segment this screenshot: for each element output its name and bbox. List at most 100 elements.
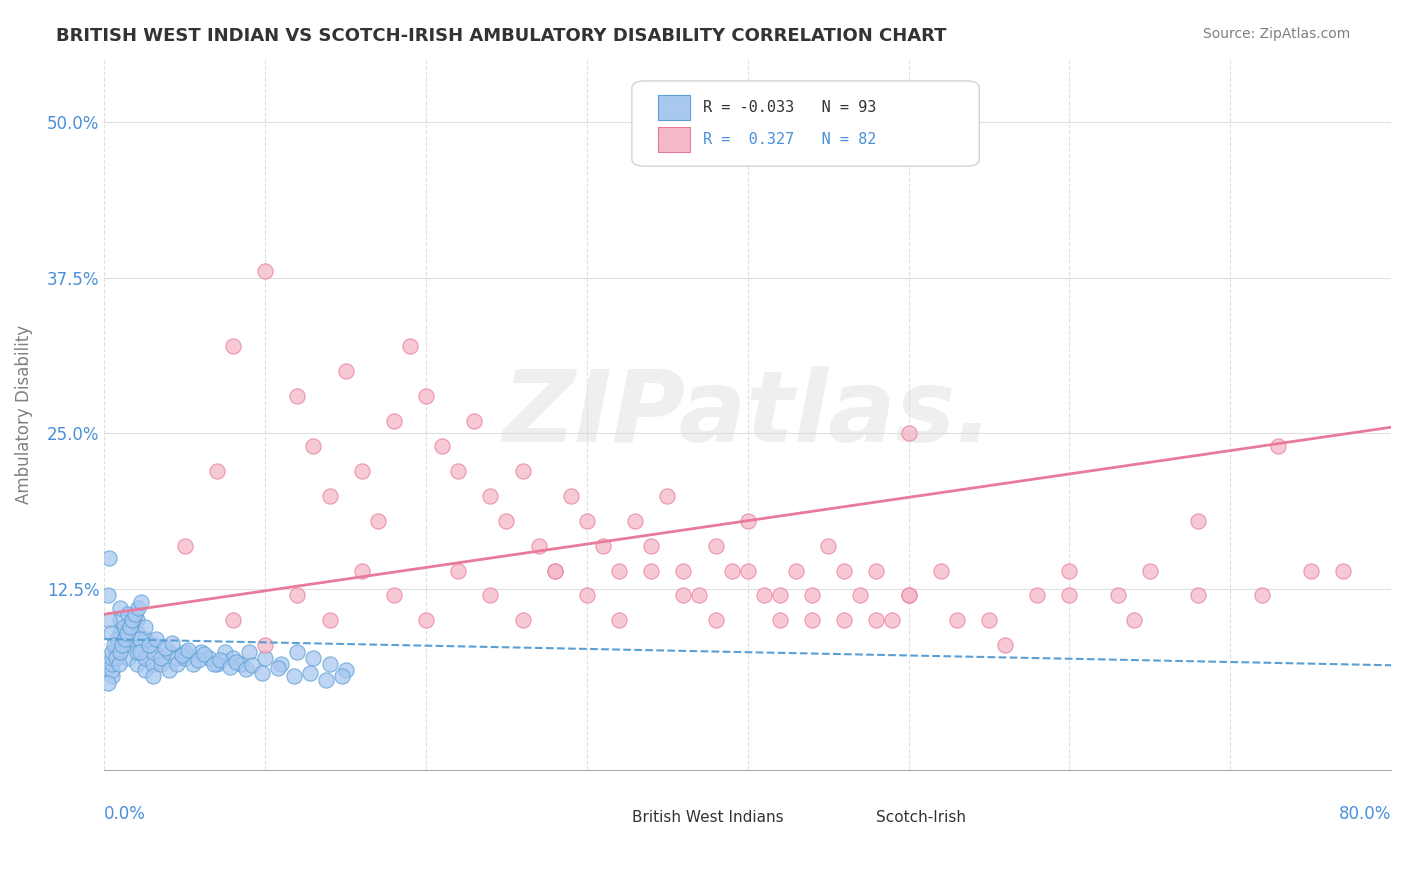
Point [302,439,325,453]
Point [142,657,165,671]
Point [254,264,277,278]
Point [382,589,405,603]
Point [193,647,215,661]
Point [134,650,156,665]
Point [769,589,792,603]
Point [110,601,132,615]
Point [128,632,150,646]
Text: 80.0%: 80.0% [1339,805,1391,823]
Point [897,426,920,441]
Point [202,657,225,671]
Point [849,589,872,603]
Point [672,589,695,603]
Point [120,620,142,634]
Point [101,657,124,671]
Point [101,663,124,677]
Point [145,632,167,646]
Point [1059,589,1081,603]
Point [205,657,228,671]
Point [125,644,148,658]
Point [302,650,325,665]
Point [131,595,153,609]
Point [335,364,357,378]
Point [640,564,662,578]
Point [142,638,165,652]
Point [350,564,373,578]
Point [98,551,121,566]
Point [103,638,125,652]
Point [218,659,240,673]
Point [111,638,134,652]
Point [447,564,470,578]
Point [125,614,148,628]
Point [225,655,247,669]
Point [198,650,221,665]
Point [117,620,139,634]
Point [138,638,160,652]
Point [127,601,149,615]
Bar [593,809,619,827]
Point [299,665,322,680]
Point [512,614,534,628]
Point [110,626,132,640]
Point [318,489,340,503]
Point [110,638,132,652]
Point [865,614,887,628]
Point [110,644,132,658]
Point [544,564,567,578]
Point [977,614,1000,628]
Point [238,644,260,658]
Point [170,648,193,663]
Point [166,650,188,665]
Point [205,464,228,478]
Point [350,464,373,478]
Point [157,644,180,658]
Bar [658,127,690,152]
Point [1187,589,1209,603]
Point [125,638,148,652]
Point [101,650,124,665]
Point [110,644,132,658]
Point [122,614,145,628]
Point [882,614,904,628]
Point [415,614,437,628]
Point [128,644,150,658]
FancyBboxPatch shape [631,81,980,166]
Point [399,339,422,353]
Text: Source: ZipAtlas.com: Source: ZipAtlas.com [1202,27,1350,41]
Point [155,640,177,655]
Point [382,414,405,428]
Point [112,626,135,640]
Point [250,665,273,680]
Point [134,663,156,677]
Point [134,632,156,646]
Point [318,657,340,671]
Point [720,564,742,578]
Point [704,539,727,553]
Point [97,589,120,603]
Point [117,650,139,665]
Point [1251,589,1274,603]
Point [1331,564,1354,578]
Point [801,614,824,628]
Point [134,620,156,634]
Point [897,589,920,603]
Point [1026,589,1049,603]
Point [181,657,204,671]
Point [160,636,183,650]
Point [1139,564,1161,578]
Point [285,389,308,403]
Point [98,614,121,628]
Point [110,614,132,628]
Bar [658,95,690,120]
Point [801,589,824,603]
Point [994,638,1017,652]
Text: British West Indians: British West Indians [631,810,783,825]
Point [209,653,232,667]
Point [865,564,887,578]
Point [332,669,354,683]
Point [1267,439,1289,453]
Point [495,514,517,528]
Text: Scotch-Irish: Scotch-Irish [876,810,966,825]
Point [929,564,952,578]
